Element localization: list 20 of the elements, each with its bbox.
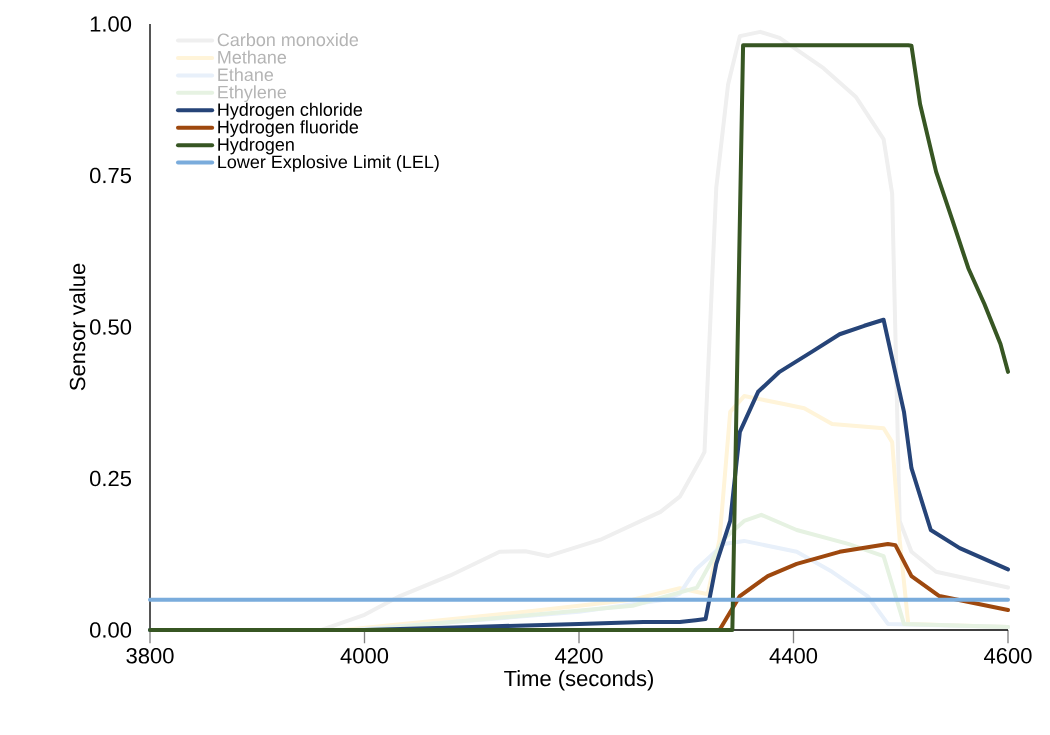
x-tick-label: 4200 bbox=[555, 648, 603, 664]
y-tick-label: 0.50 bbox=[90, 319, 132, 335]
legend-label: Carbon monoxide bbox=[217, 32, 359, 47]
y-axis-title: Sensor value bbox=[69, 263, 86, 391]
legend-label: Methane bbox=[218, 50, 287, 64]
legend-label: Hydrogen chloride bbox=[218, 102, 363, 120]
y-tick-label: 1.00 bbox=[90, 16, 132, 32]
legend-label: Lower Explosive Limit (LEL) bbox=[218, 155, 439, 172]
x-tick-label: 3800 bbox=[126, 648, 174, 664]
legend-label: Hydrogen bbox=[218, 137, 294, 155]
legend-label: Hydrogen fluoride bbox=[218, 120, 359, 137]
legend-label: Ethylene bbox=[218, 85, 287, 103]
legend-label: Ethane bbox=[218, 67, 274, 82]
y-tick-label: 0.00 bbox=[90, 622, 132, 638]
x-tick-label: 4400 bbox=[769, 648, 818, 664]
y-tick-label: 0.75 bbox=[90, 167, 132, 184]
y-tick-label: 0.25 bbox=[90, 470, 132, 487]
x-tick-label: 4000 bbox=[340, 648, 389, 664]
x-tick-label: 4600 bbox=[984, 648, 1032, 664]
x-axis-title: Time (seconds) bbox=[504, 670, 653, 691]
